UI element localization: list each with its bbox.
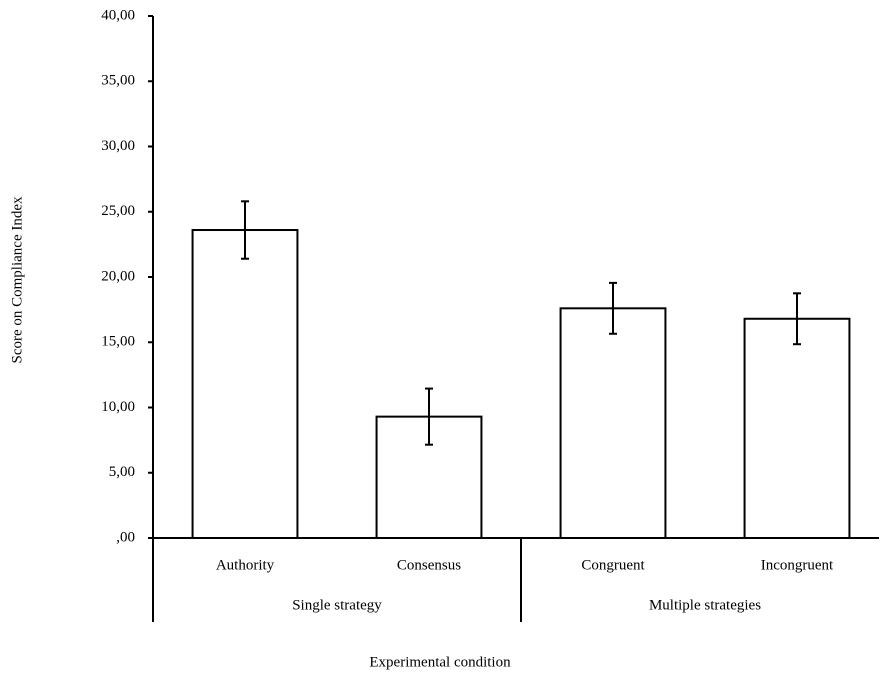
group-label: Multiple strategies [649,597,761,613]
error-bar [425,387,433,446]
error-bar [241,200,249,260]
group-label: Single strategy [292,597,382,613]
x-tick-label: Congruent [581,557,645,573]
y-tick-label: 15,00 [101,334,135,350]
bar [743,317,851,540]
y-tick-label: 35,00 [101,73,135,89]
error-bar [793,292,801,346]
y-tick-label: 5,00 [109,464,135,480]
x-tick-label: Authority [216,557,275,573]
y-tick-label: 25,00 [101,203,135,219]
y-tick-label: 10,00 [101,399,135,415]
x-axis-label: Experimental condition [369,654,511,670]
y-tick-label: 30,00 [101,138,135,154]
y-tick-label: 20,00 [101,268,135,284]
bar [191,229,299,540]
bar [559,307,667,539]
error-bar [609,281,617,335]
x-tick-label: Incongruent [761,557,834,573]
y-tick-label: ,00 [116,529,135,545]
y-axis-label: Score on Compliance Index [9,196,25,364]
bar [375,415,483,540]
y-tick-label: 40,00 [101,7,135,23]
x-tick-label: Consensus [397,557,461,573]
